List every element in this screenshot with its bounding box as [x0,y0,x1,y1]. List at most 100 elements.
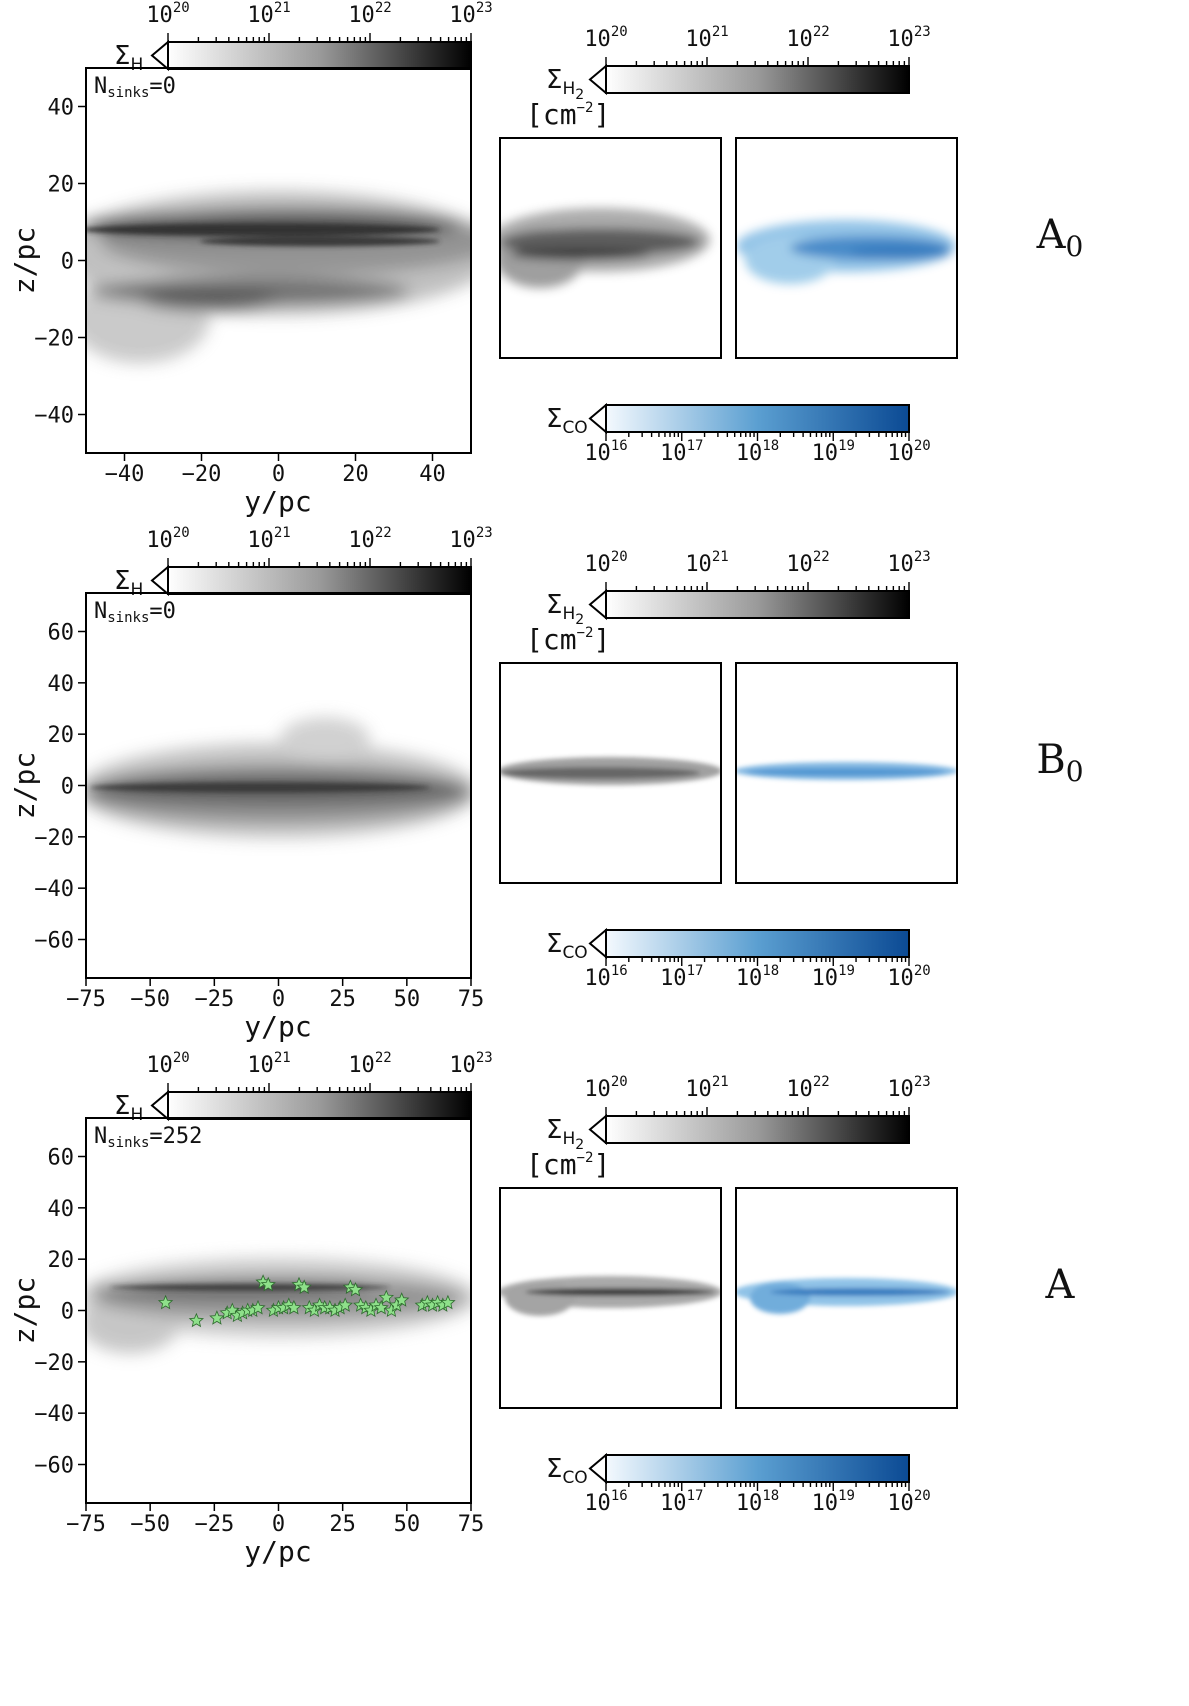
row-label: A0 [1036,212,1084,263]
co-panel-frame [735,137,958,359]
y-tick-label: −40 [34,1402,74,1427]
h2-panel-frame [499,1187,722,1409]
y-tick-label: 0 [61,1300,74,1325]
nsinks-annotation: Nsinks=0 [94,599,176,626]
sigma-h2-label: ΣH2 [546,65,584,103]
colorbar-tick-label: 1020 [584,549,627,577]
co-projection-image [736,762,957,780]
x-tick-label: −75 [66,1512,106,1537]
sigma-co-label: ΣCO [546,1454,588,1488]
y-axis-label: z/pc [8,752,41,819]
sink-marker [188,1312,204,1328]
colorbar-gradient [605,929,910,958]
cloud-blob [200,236,440,247]
colorbar-tick-label: 1021 [685,1074,728,1102]
sink-marker [286,1299,302,1315]
colorbar-extend-arrow [588,402,607,435]
column-density-unit: [cm−2] [526,98,610,131]
colorbar-tick-label: 1022 [786,1074,829,1102]
cloud-blob [746,768,946,776]
colorbar-tick-label: 1022 [348,525,391,553]
cloud-blob [505,1280,575,1316]
colorbar-gradient [167,1091,472,1120]
y-tick-label: 20 [48,1248,75,1273]
density-cloud [500,208,710,288]
y-tick-label: 0 [61,775,74,800]
cloud-blob [850,244,950,260]
colorbar-tick-label: 1021 [685,24,728,52]
x-tick-label: −50 [130,1512,170,1537]
x-tick-label: 25 [329,1512,356,1537]
cloud-blob [500,767,700,779]
h2-panel-frame [499,137,722,359]
sink-marker [209,1310,225,1325]
y-tick-label: 40 [48,96,75,121]
density-cloud [736,762,957,780]
x-tick-label: 75 [458,987,485,1012]
density-cloud [500,1276,721,1316]
colorbar-tick-label: 1023 [887,549,930,577]
y-tick-label: −60 [34,929,74,954]
colorbar-tick-label: 1023 [887,24,930,52]
x-tick-label: 0 [272,462,285,487]
colorbar-tick-label: 1020 [584,24,627,52]
colorbar-tick-label: 1021 [685,549,728,577]
x-axis-label: y/pc [244,1535,311,1568]
colorbar-tick-label: 1017 [660,1488,703,1516]
density-cloud [736,220,956,284]
colorbar-extend-arrow [150,1089,169,1122]
cloud-blob [86,223,440,236]
main-projection-image [86,1257,471,1354]
sigma-h2-colorbar: 1020 1021 1022 1023 [584,24,931,96]
colorbar-gradient [167,566,472,595]
sigma-co-colorbar: 1016 1017 1018 1019 1020 [584,1452,931,1516]
colorbar-tick-label: 1020 [146,0,189,28]
y-tick-label: −20 [34,327,74,352]
sink-markers [157,1274,456,1328]
colorbar-tick-label: 1019 [812,963,855,991]
co-projection-image [736,1278,957,1314]
sink-marker [393,1292,410,1307]
y-tick-label: 40 [48,672,75,697]
sink-marker [250,1299,266,1315]
colorbar-tick-label: 1019 [812,438,855,466]
cloud-blob [750,1282,810,1314]
colorbar-gradient [605,65,910,94]
y-tick-label: 20 [48,173,75,198]
colorbar-tick-label: 1016 [584,438,627,466]
y-axis-label: z/pc [8,227,41,294]
x-tick-label: 25 [329,987,356,1012]
y-tick-label: 60 [48,1146,75,1171]
colorbar-tick-label: 1023 [887,1074,930,1102]
row-label: A [1045,1262,1076,1308]
density-cloud [90,782,430,793]
x-tick-label: −25 [194,1512,234,1537]
x-tick-label: −50 [130,987,170,1012]
colorbar-extend-arrow [588,1113,607,1146]
density-cloud [500,757,721,785]
sigma-co-label: ΣCO [546,929,588,963]
sigma-h-colorbar: 1020 1021 1022 1023 [146,1050,493,1122]
sigma-h-label: ΣH [114,566,143,600]
colorbar-tick-label: 1022 [786,549,829,577]
cloud-blob [110,1284,390,1291]
sigma-h2-colorbar: 1020 1021 1022 1023 [584,549,931,621]
y-axis-label: z/pc [8,1277,41,1344]
y-tick-label: −40 [34,877,74,902]
x-tick-label: −75 [66,987,106,1012]
x-tick-label: 50 [394,1512,421,1537]
co-panel-frame [735,1187,958,1409]
x-tick-label: 40 [419,462,446,487]
colorbar-extend-arrow [150,39,169,72]
y-tick-label: −20 [34,1351,74,1376]
sigma-co-label: ΣCO [546,404,588,438]
y-tick-label: 40 [48,1197,75,1222]
y-tick-label: −60 [34,1454,74,1479]
sigma-h-label: ΣH [114,1091,143,1125]
colorbar-tick-label: 1023 [449,0,492,28]
h2-projection-image [500,208,710,288]
sigma-h2-label: ΣH2 [546,1115,584,1153]
sigma-h2-colorbar: 1020 1021 1022 1023 [584,1074,931,1146]
colorbar-gradient [605,590,910,619]
